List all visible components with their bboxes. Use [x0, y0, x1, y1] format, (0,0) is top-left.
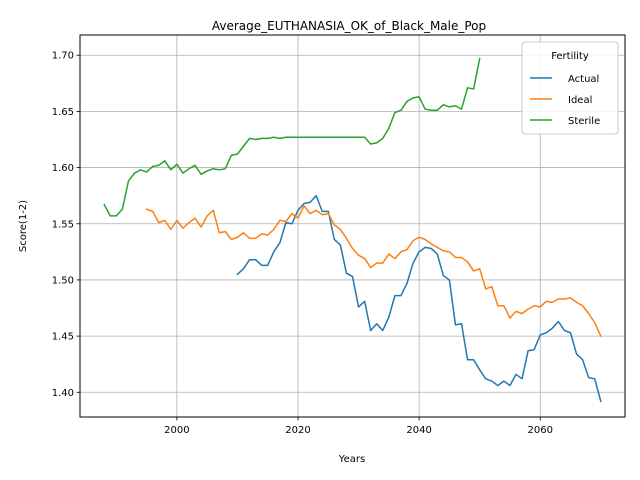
y-tick-label: 1.50 [52, 275, 74, 286]
x-tick-label: 2060 [527, 425, 552, 436]
legend: Fertility Actual Ideal Sterile [522, 42, 618, 134]
y-tick-label: 1.45 [52, 332, 74, 343]
y-tick-label: 1.60 [52, 163, 74, 174]
y-tick-label: 1.55 [52, 219, 74, 230]
legend-title: Fertility [551, 51, 589, 62]
chart-title: Average_EUTHANASIA_OK_of_Black_Male_Pop [212, 19, 486, 33]
x-tick-label: 2020 [285, 425, 310, 436]
y-tick-label: 1.65 [52, 107, 74, 118]
y-tick-label: 1.40 [52, 388, 74, 399]
y-tick-label: 1.70 [52, 51, 74, 62]
x-axis-label: Years [338, 454, 365, 465]
x-tick-label: 2000 [164, 425, 189, 436]
x-tick-label: 2040 [406, 425, 431, 436]
legend-label-sterile: Sterile [568, 116, 600, 127]
legend-label-ideal: Ideal [568, 95, 592, 106]
legend-label-actual: Actual [568, 74, 599, 85]
y-axis-label: Score(1-2) [18, 200, 29, 252]
